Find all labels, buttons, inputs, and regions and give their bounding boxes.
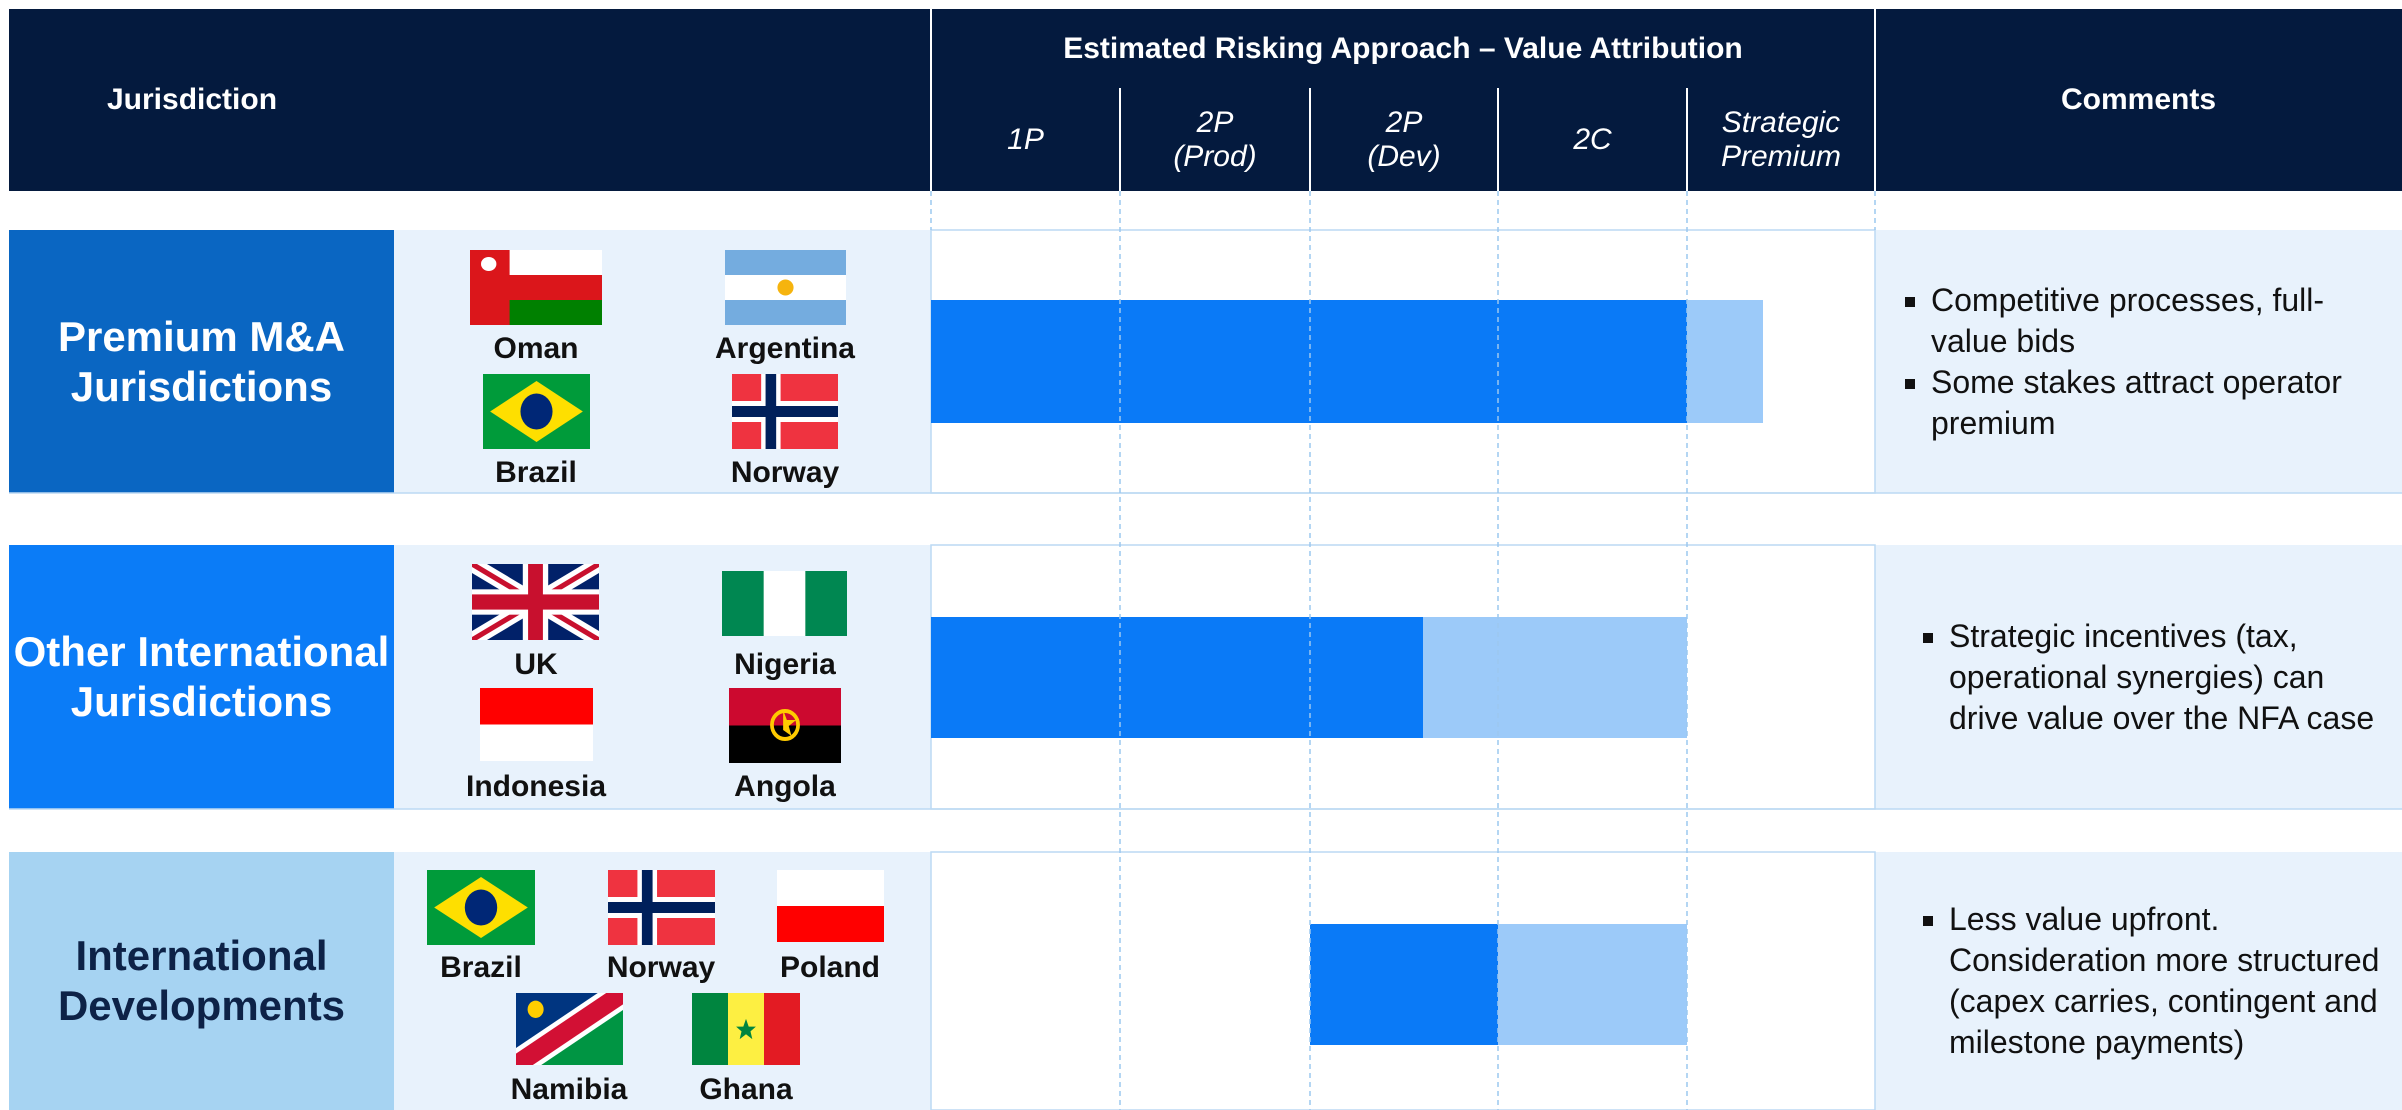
comment: Less value upfront. Consideration more s…	[1949, 899, 2382, 1063]
comment-list: Competitive processes, full-value bidsSo…	[1875, 280, 2388, 444]
row-label: Premium M&A Jurisdictions	[57, 312, 346, 410]
country-label: Norway	[607, 951, 716, 984]
comments-header: Comments	[2060, 83, 2217, 116]
country-label: Indonesia	[466, 770, 606, 803]
comment-list: Strategic incentives (tax, operational s…	[1893, 616, 2382, 739]
country-label: Nigeria	[734, 648, 836, 681]
value-bars	[931, 300, 1763, 1045]
jurisdiction-header: Jurisdiction	[107, 83, 278, 116]
column-guides	[930, 191, 1876, 1110]
row-label-bg	[9, 230, 394, 493]
comment-list: Less value upfront. Consideration more s…	[1893, 899, 2382, 1063]
country-label: Namibia	[511, 1073, 628, 1106]
comment: Some stakes attract operator premium	[1931, 362, 2388, 444]
row-label-bg	[9, 852, 394, 1110]
group-title: Estimated Risking Approach – Value Attri…	[1063, 32, 1743, 65]
comment: Strategic incentives (tax, operational s…	[1949, 616, 2382, 739]
comments-cell: Competitive processes, full-value bidsSo…	[1875, 230, 2402, 493]
header-band	[9, 9, 2402, 191]
row-label-bg	[9, 545, 394, 809]
comments-cell: Less value upfront. Consideration more s…	[1893, 852, 2402, 1110]
country-label: UK	[514, 648, 558, 681]
column-header: 1P	[1007, 122, 1044, 156]
country-label: Brazil	[440, 951, 522, 984]
row-label: International Developments	[57, 932, 346, 1029]
column-header: Strategic Premium	[1720, 105, 1841, 173]
header-dividers	[930, 9, 1876, 191]
column-header: 2C	[1573, 122, 1612, 156]
column-header: 2P (Dev)	[1367, 105, 1441, 173]
row-borders	[9, 229, 2402, 1110]
comments-cell: Strategic incentives (tax, operational s…	[1893, 545, 2402, 809]
country-label: Norway	[731, 456, 840, 489]
row-label: Other International Jurisdictions	[13, 628, 390, 725]
country-label: Oman	[493, 332, 578, 365]
country-label: Brazil	[495, 456, 577, 489]
country-label: Angola	[734, 770, 836, 803]
column-header: 2P (Prod)	[1173, 105, 1257, 173]
country-label: Poland	[780, 951, 880, 984]
country-label: Ghana	[699, 1073, 793, 1106]
country-label: Argentina	[715, 332, 855, 365]
comment: Competitive processes, full-value bids	[1931, 280, 2388, 362]
